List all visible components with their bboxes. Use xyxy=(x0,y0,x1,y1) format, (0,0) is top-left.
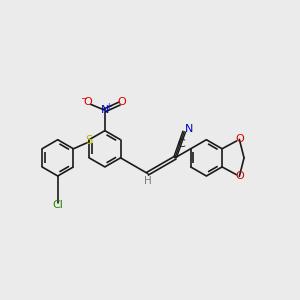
Text: +: + xyxy=(105,102,112,111)
Text: N: N xyxy=(185,124,193,134)
Text: S: S xyxy=(85,134,93,147)
Text: O: O xyxy=(118,98,127,107)
Text: O: O xyxy=(235,171,244,181)
Text: O: O xyxy=(235,134,244,144)
Text: H: H xyxy=(144,176,152,186)
Text: C: C xyxy=(177,139,185,149)
Text: O: O xyxy=(83,98,92,107)
Text: N: N xyxy=(101,105,109,115)
Text: Cl: Cl xyxy=(52,200,63,210)
Text: −: − xyxy=(80,94,87,103)
